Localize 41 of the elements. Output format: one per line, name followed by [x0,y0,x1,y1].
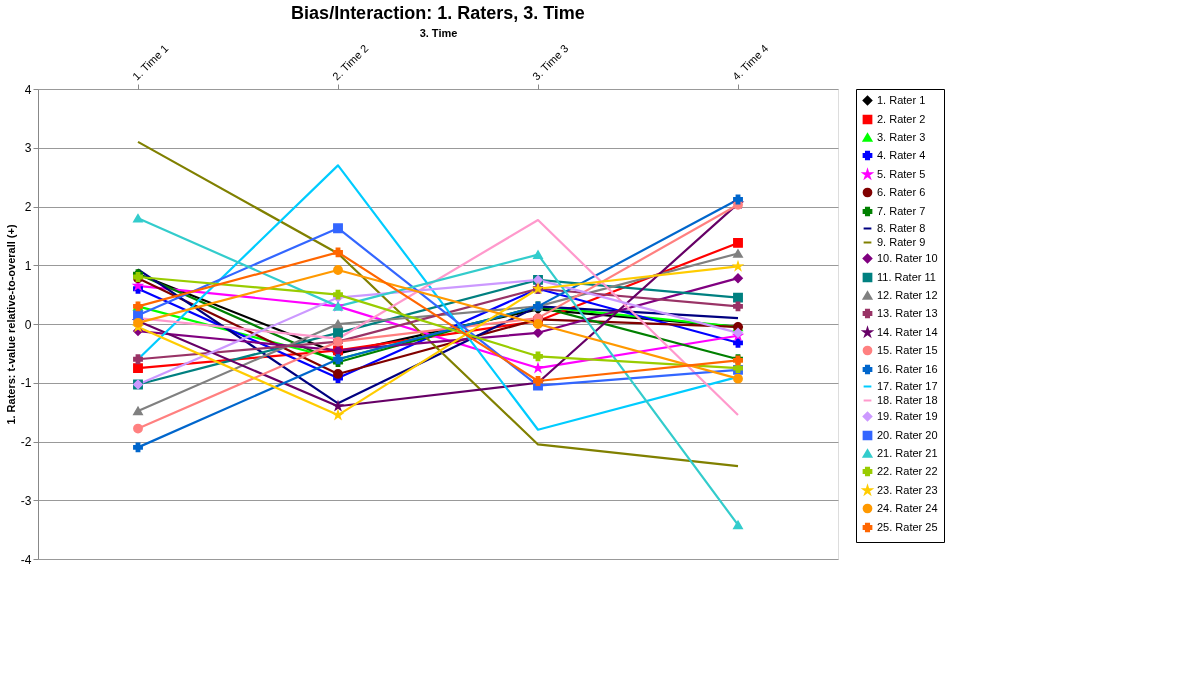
y-tick-label: 4 [24,82,32,97]
legend-label: 10. Rater 10 [877,251,938,264]
x-tick-label: 1. Time 1 [130,42,171,83]
y-tick-label: 2 [24,200,32,214]
legend-label: 20. Rater 20 [877,428,938,441]
legend-label: 15. Rater 15 [877,343,938,356]
y-tick-label: -2 [20,435,32,449]
legend-label: 17. Rater 17 [877,379,938,392]
legend-label: 13. Rater 13 [877,306,938,319]
y-tick-label: -4 [20,552,32,567]
y-axis-title: 1. Raters: t-value relative-to-overall (+) [4,224,17,425]
y-tick-label: -1 [20,376,32,391]
x-tick-label: 4. Time 4 [730,42,771,83]
legend-label: 24. Rater 24 [877,501,938,514]
legend-label: 9. Rater 9 [877,235,926,248]
y-tick-label: 0 [24,317,32,332]
legend-label: 12. Rater 12 [877,288,938,301]
y-tick-label: 1 [24,258,32,273]
legend-label: 1. Rater 1 [877,93,926,106]
legend-label: 5. Rater 5 [877,167,926,180]
legend-label: 11. Rater 11 [877,270,936,283]
x-tick-label: 2. Time 2 [330,42,371,83]
chart-title: Bias/Interaction: 1. Raters, 3. Time [291,3,585,24]
legend-label: 18. Rater 18 [877,393,938,406]
legend-label: 21. Rater 21 [877,446,938,459]
legend-label: 6. Rater 6 [877,185,926,198]
legend-label: 14. Rater 14 [877,325,938,338]
legend-label: 2. Rater 2 [877,112,926,125]
y-tick-label: -3 [20,493,32,508]
y-tick-label: 3 [24,141,32,156]
legend-label: 23. Rater 23 [877,483,938,496]
x-axis-title: 3. Time [419,26,458,39]
legend-label: 25. Rater 25 [877,520,938,533]
legend-label: 22. Rater 22 [877,464,938,477]
legend-label: 3. Rater 3 [877,130,926,143]
legend-label: 4. Rater 4 [877,148,926,161]
x-tick-label: 3. Time 3 [530,42,571,83]
legend-label: 8. Rater 8 [877,221,926,234]
legend-label: 19. Rater 19 [877,409,938,422]
legend-label: 16. Rater 16 [877,362,938,375]
legend-label: 7. Rater 7 [877,204,926,217]
